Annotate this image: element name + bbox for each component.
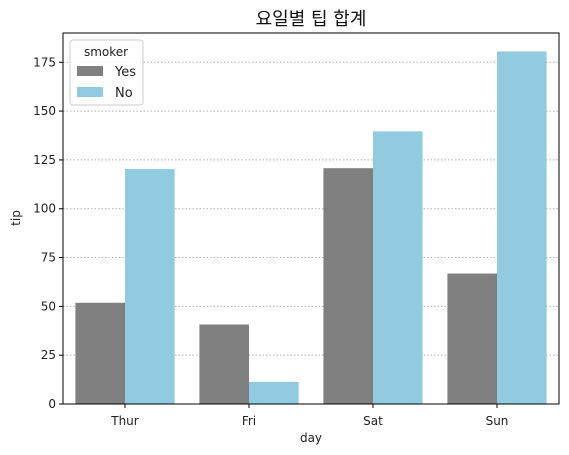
x-tick-label: Thur bbox=[110, 414, 139, 428]
y-tick-label: 75 bbox=[41, 251, 56, 265]
legend-swatch-yes bbox=[77, 66, 103, 76]
bar-thur-no bbox=[125, 169, 175, 404]
bar-fri-no bbox=[249, 381, 299, 404]
plot-area-frame bbox=[62, 32, 560, 405]
bar-sat-no bbox=[373, 131, 423, 404]
bar-sun-no bbox=[497, 51, 547, 404]
legend-label-no: No bbox=[115, 86, 133, 101]
x-tick-label: Sat bbox=[363, 414, 383, 428]
legend-label-yes: Yes bbox=[114, 65, 136, 80]
y-tick-label: 100 bbox=[33, 202, 56, 216]
y-axis-ticks: 0 25 50 75 100 125 150 175 bbox=[33, 55, 63, 411]
y-tick-label: 50 bbox=[41, 299, 56, 313]
x-tick-label: Fri bbox=[242, 414, 256, 428]
y-axis-label: tip bbox=[9, 210, 23, 226]
y-tick-label: 175 bbox=[33, 55, 56, 69]
chart-title: 요일별 팁 합계 bbox=[256, 9, 367, 30]
bar-sun-yes bbox=[447, 273, 497, 404]
x-axis-label: day bbox=[300, 431, 322, 445]
y-tick-label: 25 bbox=[41, 348, 56, 362]
bar-fri-yes bbox=[199, 324, 249, 404]
y-tick-label: 0 bbox=[48, 397, 56, 411]
legend: smoker Yes No bbox=[69, 39, 144, 106]
y-tick-label: 150 bbox=[33, 104, 56, 118]
y-tick-label: 125 bbox=[33, 153, 56, 167]
bars-group bbox=[75, 51, 547, 404]
x-axis-ticks: Thur Fri Sat Sun bbox=[110, 404, 508, 428]
x-tick-label: Sun bbox=[486, 414, 509, 428]
legend-swatch-no bbox=[77, 87, 103, 97]
legend-title: smoker bbox=[84, 45, 128, 59]
bar-thur-yes bbox=[75, 302, 125, 404]
bar-sat-yes bbox=[323, 168, 373, 404]
